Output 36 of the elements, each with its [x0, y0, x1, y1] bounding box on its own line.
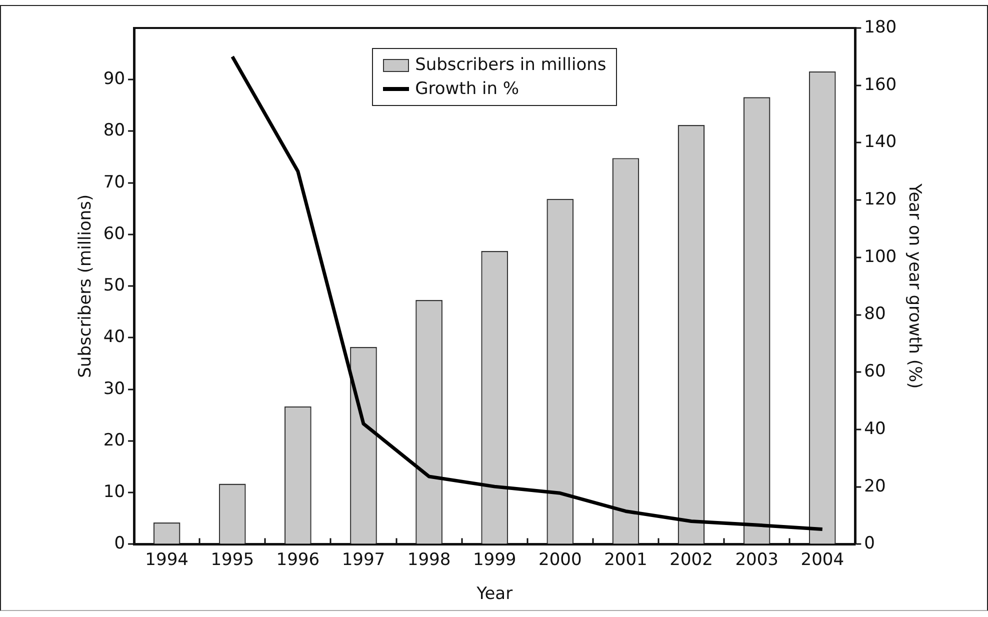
x-tick-label: 2002 — [670, 550, 713, 570]
y2-tick-label: 100 — [864, 246, 897, 267]
y2-tick-label: 160 — [864, 74, 897, 95]
y-tick-label: 60 — [103, 224, 126, 244]
y2-tick-label: 80 — [864, 304, 886, 324]
x-tick-label: 1998 — [407, 550, 451, 570]
x-tick-label: 1999 — [472, 550, 516, 570]
y2-axis-title: Year on year growth (%) — [904, 182, 924, 389]
y2-tick-label: 180 — [864, 17, 897, 38]
y-axis-title: Subscribers (millions) — [76, 194, 96, 378]
y2-tick-label: 0 — [864, 534, 875, 554]
y2-tick-label: 120 — [864, 189, 897, 210]
x-tick-label: 2004 — [800, 550, 844, 570]
x-tick-label: 1995 — [210, 550, 254, 570]
x-tick-label: 1997 — [342, 550, 386, 570]
x-tick-label: 1996 — [276, 550, 320, 570]
y-tick-label: 0 — [114, 534, 126, 554]
y-tick-label: 50 — [103, 276, 126, 296]
y2-tick-label: 40 — [864, 418, 886, 439]
legend-label: Growth in % — [415, 78, 520, 101]
y-tick-label: 90 — [103, 69, 126, 90]
x-tick-label: 2001 — [604, 550, 648, 570]
x-tick-label: 1994 — [145, 550, 188, 570]
y-tick-label: 40 — [103, 327, 126, 348]
y-tick-label: 80 — [103, 120, 126, 141]
x-axis-title: Year — [476, 584, 513, 604]
y2-tick-label: 20 — [864, 476, 886, 496]
y-tick-label: 70 — [103, 172, 126, 192]
x-tick-label: 2000 — [538, 550, 582, 570]
legend-label: Subscribers in millions — [415, 54, 606, 77]
y-tick-label: 20 — [103, 430, 126, 450]
y-tick-label: 10 — [103, 482, 126, 502]
y2-tick-label: 140 — [864, 132, 897, 152]
y2-tick-label: 60 — [864, 362, 886, 382]
x-tick-label: 2003 — [735, 550, 778, 570]
y-tick-label: 30 — [103, 378, 126, 399]
